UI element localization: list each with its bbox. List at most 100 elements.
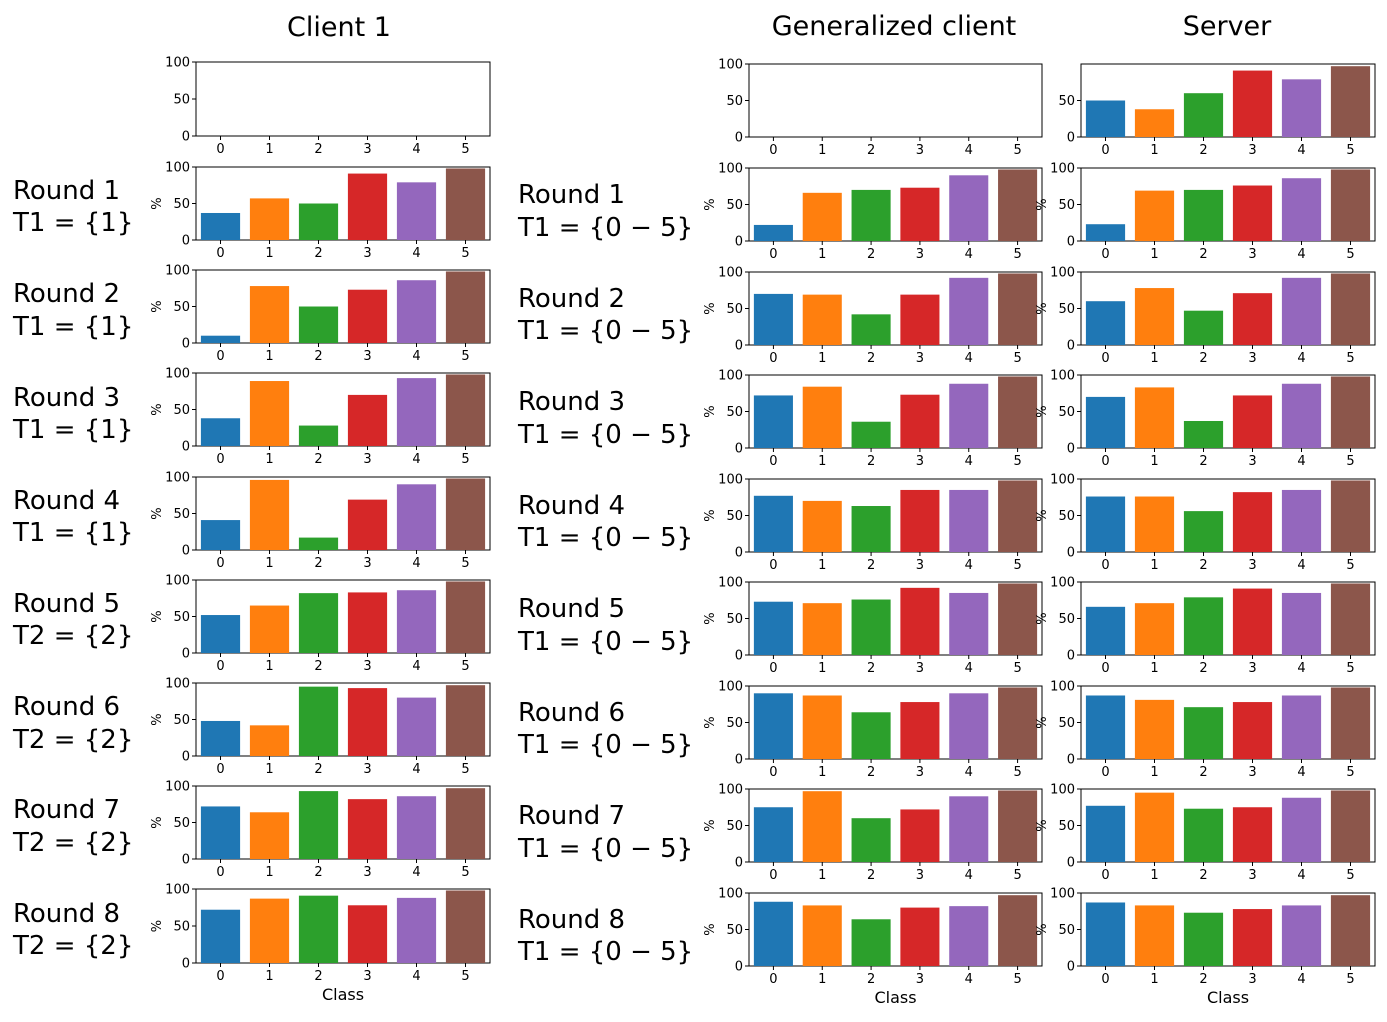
row-label-task: T1 = {1} xyxy=(12,415,133,445)
x-axis-label: Class xyxy=(322,985,364,1004)
x-tick-label: 3 xyxy=(363,969,371,984)
bar xyxy=(445,685,486,756)
x-tick-label: 1 xyxy=(265,452,273,467)
panel-client1-2: 0 50 100 0 1 2 3 4 5% xyxy=(150,264,491,364)
bar xyxy=(851,712,891,759)
x-tick-label: 1 xyxy=(818,247,826,262)
x-tick-label: 3 xyxy=(916,972,924,987)
panel-client1-3: 0 50 100 0 1 2 3 4 5% xyxy=(150,367,491,467)
bar xyxy=(1330,480,1371,552)
x-tick-label: 5 xyxy=(1013,143,1021,158)
y-tick-label: 50 xyxy=(173,197,190,212)
bar xyxy=(1085,902,1126,966)
row-label-round: Round 8 xyxy=(518,905,625,935)
bar xyxy=(1330,169,1371,241)
bar xyxy=(347,173,388,240)
x-tick-label: 0 xyxy=(769,247,777,262)
bar xyxy=(949,175,989,241)
panel-server-1: 0 50 100 0 1 2 3 4 5% xyxy=(1035,162,1376,262)
bar xyxy=(1330,583,1371,655)
y-axis-label: % xyxy=(150,300,165,312)
panel-server-3: 0 50 100 0 1 2 3 4 5% xyxy=(1035,369,1376,469)
x-tick-label: 2 xyxy=(1199,143,1207,158)
bar xyxy=(1330,790,1371,862)
x-tick-label: 3 xyxy=(1248,661,1256,676)
axes-frame xyxy=(748,63,1043,138)
y-tick-label: 0 xyxy=(182,337,190,352)
y-tick-label: 50 xyxy=(726,302,743,317)
x-tick-label: 3 xyxy=(916,868,924,883)
bar xyxy=(1281,905,1322,966)
x-tick-label: 1 xyxy=(818,868,826,883)
bar xyxy=(298,203,339,240)
row-label-task: T1 = {0 − 5} xyxy=(517,316,693,346)
bar xyxy=(1134,109,1175,137)
x-tick-label: 1 xyxy=(265,659,273,674)
bar xyxy=(200,212,241,240)
bar xyxy=(1281,79,1322,137)
x-tick-label: 0 xyxy=(769,143,777,158)
x-tick-label: 5 xyxy=(1013,558,1021,573)
y-tick-label: 100 xyxy=(1050,680,1075,695)
bar xyxy=(396,590,437,653)
y-tick-label: 0 xyxy=(182,234,190,249)
bar xyxy=(753,395,793,448)
bar xyxy=(753,224,793,241)
y-axis-label: % xyxy=(150,816,165,828)
y-tick-label: 0 xyxy=(735,131,743,146)
y-tick-label: 0 xyxy=(735,442,743,457)
x-tick-label: 0 xyxy=(769,972,777,987)
bar xyxy=(249,381,290,446)
panel-server-8: 0 50 100 0 1 2 3 4 5% Class xyxy=(1035,887,1376,1007)
y-tick-label: 100 xyxy=(165,471,190,486)
row-label-task: T1 = {0 − 5} xyxy=(517,937,693,967)
axes-frame xyxy=(195,61,491,137)
y-tick-label: 50 xyxy=(173,610,190,625)
y-axis-label: % xyxy=(703,405,718,417)
y-tick-label: 50 xyxy=(1058,198,1075,213)
x-tick-label: 0 xyxy=(1101,454,1109,469)
bar xyxy=(802,500,842,552)
bar xyxy=(298,593,339,653)
bar xyxy=(802,192,842,241)
x-tick-label: 4 xyxy=(1297,247,1305,262)
x-tick-label: 2 xyxy=(314,452,322,467)
bar xyxy=(1281,277,1322,345)
bar xyxy=(1085,496,1126,552)
x-tick-label: 4 xyxy=(1297,454,1305,469)
y-tick-label: 100 xyxy=(1050,473,1075,488)
y-tick-label: 50 xyxy=(1058,302,1075,317)
y-tick-label: 50 xyxy=(173,713,190,728)
y-tick-label: 0 xyxy=(735,339,743,354)
bar xyxy=(1232,70,1273,137)
y-tick-label: 100 xyxy=(165,780,190,795)
bar xyxy=(1330,376,1371,448)
bar xyxy=(249,725,290,756)
panel-generalized-8: 0 50 100 0 1 2 3 4 5% Class xyxy=(703,887,1043,1007)
bar xyxy=(200,720,241,756)
y-tick-label: 100 xyxy=(165,677,190,692)
y-tick-label: 50 xyxy=(1058,923,1075,938)
y-tick-label: 0 xyxy=(182,130,190,145)
y-tick-label: 50 xyxy=(726,716,743,731)
x-tick-label: 0 xyxy=(216,556,224,571)
x-tick-label: 0 xyxy=(1101,351,1109,366)
bar xyxy=(998,273,1038,345)
y-axis-label: % xyxy=(1035,198,1050,210)
row-label-task: T1 = {0 − 5} xyxy=(517,730,693,760)
bar xyxy=(900,702,940,759)
x-tick-label: 4 xyxy=(1297,661,1305,676)
x-tick-label: 4 xyxy=(965,351,973,366)
y-tick-label: 100 xyxy=(718,58,743,73)
x-tick-label: 0 xyxy=(1101,972,1109,987)
panel-generalized-7: 0 50 100 0 1 2 3 4 5% xyxy=(703,783,1043,883)
bar xyxy=(802,695,842,759)
panel-client1-8: 0 50 100 0 1 2 3 4 5% Class xyxy=(150,883,491,1004)
y-axis-label: % xyxy=(1035,716,1050,728)
x-tick-label: 0 xyxy=(769,765,777,780)
bar xyxy=(753,293,793,345)
x-tick-label: 2 xyxy=(1199,247,1207,262)
x-tick-label: 5 xyxy=(1013,765,1021,780)
x-tick-label: 1 xyxy=(1150,143,1158,158)
bar xyxy=(998,376,1038,448)
